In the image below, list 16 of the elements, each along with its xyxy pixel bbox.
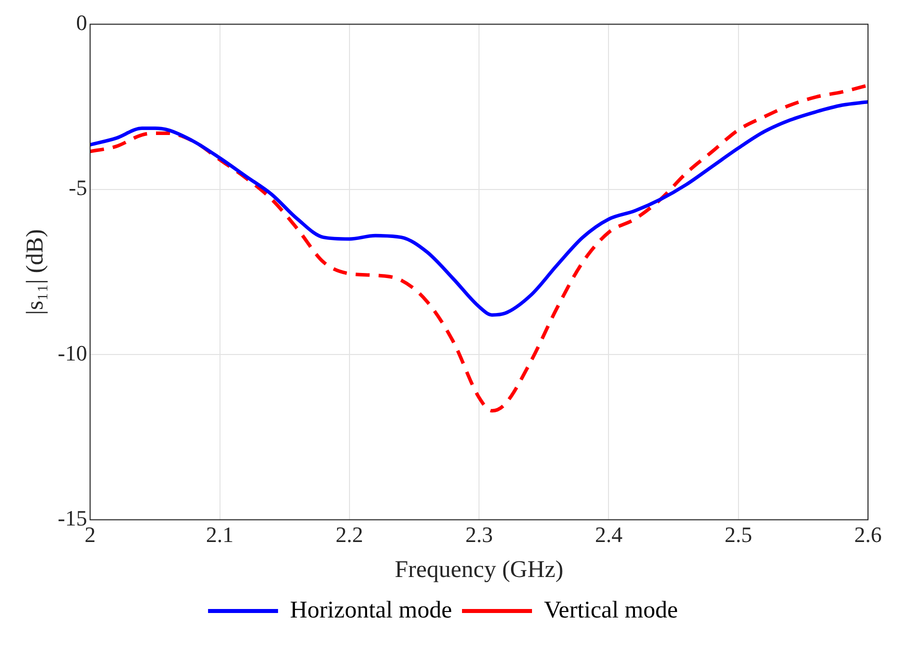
- legend-label: Horizontal mode: [290, 597, 452, 624]
- x-tick-label: 2.5: [724, 522, 752, 547]
- y-axis-title: |s₁₁| (dB): [22, 229, 49, 315]
- line-series: [90, 100, 868, 317]
- x-tick-label: 2.2: [336, 522, 364, 547]
- y-tick-label: 0: [76, 10, 88, 35]
- x-tick-label: 2.3: [465, 522, 493, 547]
- y-tick-label: -10: [58, 340, 88, 366]
- x-tick-label: 2.1: [206, 522, 234, 547]
- y-tick-label: -15: [58, 506, 88, 531]
- line-series: [90, 84, 868, 413]
- x-tick-label: 2.4: [594, 522, 622, 547]
- x-tick-label: 2.6: [854, 522, 882, 547]
- x-axis-title: Frequency (GHz): [394, 556, 564, 583]
- legend-label: Vertical mode: [544, 597, 678, 624]
- y-tick-label: -5: [68, 175, 88, 200]
